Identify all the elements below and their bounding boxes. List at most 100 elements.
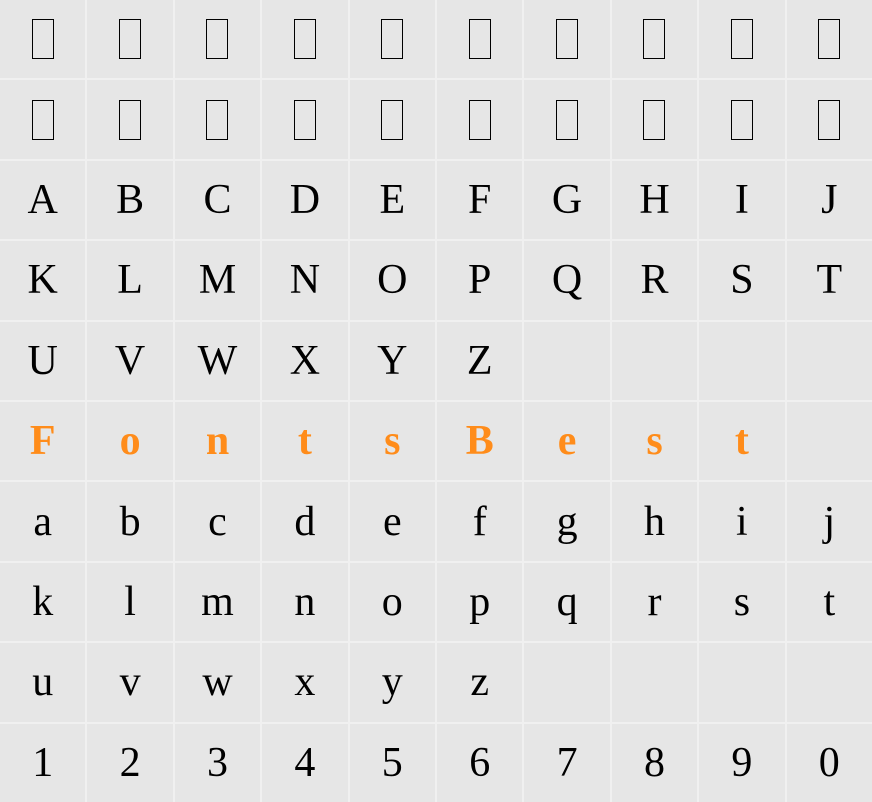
glyph-cell[interactable]: 4 [262, 724, 347, 802]
glyph-cell[interactable]: Y [350, 322, 435, 400]
glyph-cell[interactable]: F [437, 161, 522, 239]
glyph-cell[interactable]: s [350, 402, 435, 480]
glyph-cell[interactable]: I [699, 161, 784, 239]
glyph-cell[interactable]: 0 [787, 724, 872, 802]
glyph-cell[interactable] [699, 0, 784, 78]
glyph-cell[interactable]: c [175, 482, 260, 560]
glyph-cell[interactable]: J [787, 161, 872, 239]
glyph-cell[interactable]: j [787, 482, 872, 560]
glyph-cell[interactable]: A [0, 161, 85, 239]
glyph-cell[interactable]: C [175, 161, 260, 239]
glyph-cell[interactable] [0, 0, 85, 78]
glyph-cell[interactable]: N [262, 241, 347, 319]
glyph-cell[interactable]: G [524, 161, 609, 239]
glyph-cell[interactable] [350, 0, 435, 78]
glyph-cell[interactable]: r [612, 563, 697, 641]
glyph-cell[interactable]: 8 [612, 724, 697, 802]
glyph-cell[interactable]: X [262, 322, 347, 400]
glyph-cell[interactable]: s [612, 402, 697, 480]
glyph-cell[interactable] [699, 80, 784, 158]
glyph-cell[interactable]: z [437, 643, 522, 721]
glyph-cell[interactable]: t [787, 563, 872, 641]
glyph-cell[interactable]: n [175, 402, 260, 480]
glyph-cell[interactable] [524, 0, 609, 78]
glyph-cell[interactable] [612, 643, 697, 721]
glyph-cell[interactable]: V [87, 322, 172, 400]
glyph-cell[interactable] [787, 402, 872, 480]
glyph-cell[interactable]: w [175, 643, 260, 721]
glyph-cell[interactable] [524, 322, 609, 400]
glyph-cell[interactable]: e [350, 482, 435, 560]
glyph-cell[interactable]: a [0, 482, 85, 560]
glyph-cell[interactable]: n [262, 563, 347, 641]
glyph-cell[interactable]: k [0, 563, 85, 641]
glyph-cell[interactable]: s [699, 563, 784, 641]
glyph-cell[interactable]: D [262, 161, 347, 239]
glyph-cell[interactable] [437, 0, 522, 78]
glyph-cell[interactable]: v [87, 643, 172, 721]
glyph-cell[interactable]: 7 [524, 724, 609, 802]
glyph-cell[interactable]: P [437, 241, 522, 319]
glyph-cell[interactable] [787, 643, 872, 721]
glyph-cell[interactable]: 2 [87, 724, 172, 802]
glyph-cell[interactable] [0, 80, 85, 158]
glyph-cell[interactable]: 9 [699, 724, 784, 802]
glyph-cell[interactable]: H [612, 161, 697, 239]
glyph-cell[interactable] [262, 80, 347, 158]
glyph-cell[interactable]: 1 [0, 724, 85, 802]
glyph-cell[interactable] [524, 643, 609, 721]
glyph-cell[interactable] [612, 0, 697, 78]
glyph-cell[interactable] [612, 322, 697, 400]
glyph-cell[interactable]: L [87, 241, 172, 319]
glyph-cell[interactable] [787, 322, 872, 400]
glyph-cell[interactable]: 5 [350, 724, 435, 802]
glyph-cell[interactable]: m [175, 563, 260, 641]
glyph-cell[interactable]: U [0, 322, 85, 400]
glyph-cell[interactable]: F [0, 402, 85, 480]
glyph-cell[interactable] [787, 0, 872, 78]
glyph-cell[interactable]: W [175, 322, 260, 400]
glyph-cell[interactable]: K [0, 241, 85, 319]
glyph-cell[interactable]: e [524, 402, 609, 480]
glyph-cell[interactable] [699, 643, 784, 721]
glyph-cell[interactable] [262, 0, 347, 78]
glyph-cell[interactable]: t [262, 402, 347, 480]
glyph-cell[interactable]: R [612, 241, 697, 319]
glyph-cell[interactable]: T [787, 241, 872, 319]
glyph-cell[interactable]: h [612, 482, 697, 560]
glyph-cell[interactable] [350, 80, 435, 158]
glyph-cell[interactable] [175, 0, 260, 78]
glyph-cell[interactable]: f [437, 482, 522, 560]
glyph-cell[interactable] [787, 80, 872, 158]
glyph-cell[interactable]: Z [437, 322, 522, 400]
glyph-cell[interactable]: p [437, 563, 522, 641]
glyph-cell[interactable]: 3 [175, 724, 260, 802]
glyph-cell[interactable]: o [87, 402, 172, 480]
glyph-cell[interactable]: y [350, 643, 435, 721]
glyph-cell[interactable]: i [699, 482, 784, 560]
glyph-cell[interactable] [437, 80, 522, 158]
glyph-cell[interactable]: t [699, 402, 784, 480]
glyph-cell[interactable]: o [350, 563, 435, 641]
glyph-cell[interactable] [175, 80, 260, 158]
glyph-cell[interactable]: u [0, 643, 85, 721]
glyph-cell[interactable]: g [524, 482, 609, 560]
glyph-cell[interactable]: Q [524, 241, 609, 319]
glyph-cell[interactable]: M [175, 241, 260, 319]
glyph-cell[interactable] [612, 80, 697, 158]
glyph-cell[interactable]: B [437, 402, 522, 480]
glyph-cell[interactable]: l [87, 563, 172, 641]
glyph-cell[interactable] [699, 322, 784, 400]
glyph-cell[interactable]: E [350, 161, 435, 239]
glyph-cell[interactable]: 6 [437, 724, 522, 802]
glyph-cell[interactable]: b [87, 482, 172, 560]
glyph-cell[interactable]: O [350, 241, 435, 319]
glyph-cell[interactable] [87, 80, 172, 158]
glyph-cell[interactable] [87, 0, 172, 78]
glyph-cell[interactable]: d [262, 482, 347, 560]
glyph-cell[interactable]: q [524, 563, 609, 641]
glyph-cell[interactable]: x [262, 643, 347, 721]
glyph-cell[interactable]: S [699, 241, 784, 319]
glyph-cell[interactable] [524, 80, 609, 158]
glyph-cell[interactable]: B [87, 161, 172, 239]
